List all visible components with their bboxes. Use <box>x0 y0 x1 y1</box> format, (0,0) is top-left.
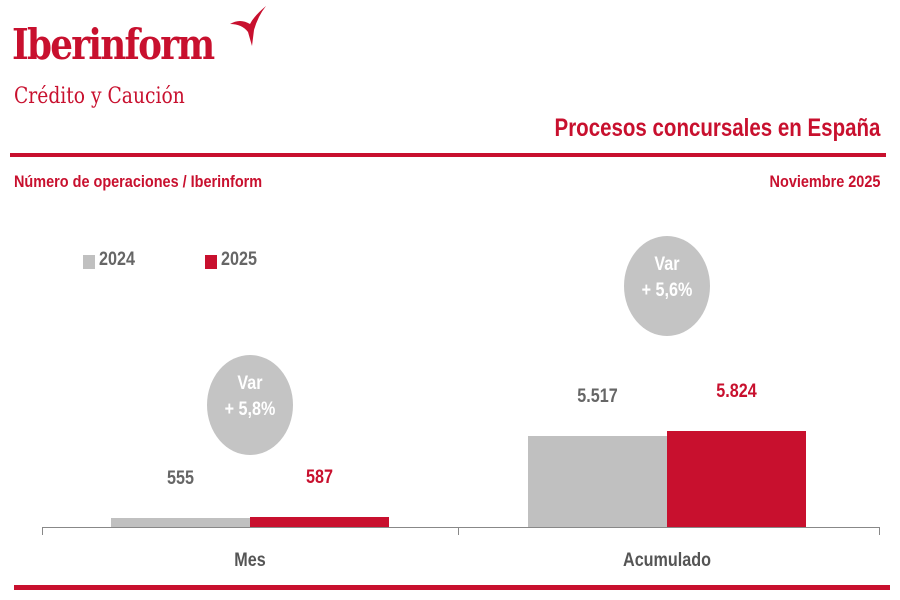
x-tick-label: Mes <box>234 550 266 571</box>
bar-2025-acumulado <box>667 431 806 527</box>
chart-title: Procesos concursales en España <box>554 114 880 142</box>
variation-value: + 5,8% <box>224 399 276 420</box>
legend-swatch-2025 <box>205 255 217 269</box>
logo-mark-icon <box>230 6 266 46</box>
variation-value: + 5,6% <box>641 280 693 301</box>
chart-subtitle: Número de operaciones / Iberinform <box>14 172 263 191</box>
variation-bubble <box>207 355 293 455</box>
date-label: Noviembre 2025 <box>769 172 880 191</box>
variation-label: Var <box>237 373 263 394</box>
variation-bubble <box>624 236 710 336</box>
variation-label: Var <box>654 254 680 275</box>
bar-2024-mes <box>111 517 250 527</box>
x-tick-label: Acumulado <box>623 550 711 571</box>
brand-logo: Iberinform <box>12 20 215 69</box>
bottom-divider <box>14 585 890 590</box>
legend-label-2024: 2024 <box>99 249 135 270</box>
x-axis <box>42 527 880 528</box>
data-label: 5.824 <box>716 381 757 402</box>
brand-subtitle: Crédito y Caución <box>14 84 185 109</box>
data-label: 5.517 <box>577 386 618 408</box>
axis-tick <box>458 527 459 535</box>
bar-2024-acumulado <box>528 436 667 527</box>
top-divider <box>10 153 886 157</box>
bar-2025-mes <box>250 517 389 527</box>
data-label: 555 <box>167 467 194 489</box>
axis-tick <box>42 527 43 535</box>
axis-tick <box>879 527 880 535</box>
legend-label-2025: 2025 <box>221 249 257 270</box>
legend-swatch-2024 <box>83 255 95 269</box>
data-label: 587 <box>306 467 333 489</box>
